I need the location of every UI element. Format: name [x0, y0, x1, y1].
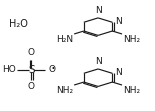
Text: NH₂: NH₂ — [123, 86, 140, 95]
Text: N: N — [95, 57, 102, 66]
Text: H₂O: H₂O — [9, 19, 28, 29]
Text: HO: HO — [2, 65, 16, 74]
Text: O: O — [28, 49, 35, 57]
Text: N: N — [115, 68, 122, 77]
Text: N: N — [95, 6, 102, 15]
Text: NH₂: NH₂ — [123, 35, 140, 44]
Text: H₂N: H₂N — [56, 35, 73, 44]
Text: NH₂: NH₂ — [56, 86, 73, 95]
Text: ·: · — [51, 62, 55, 77]
Text: O: O — [28, 82, 35, 91]
Text: O: O — [48, 65, 55, 74]
Text: S: S — [28, 65, 35, 75]
Text: N: N — [115, 17, 122, 26]
